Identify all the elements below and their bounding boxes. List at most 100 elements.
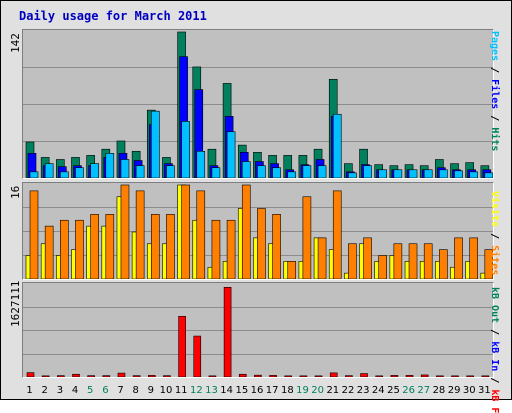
kbytes-bar <box>87 375 95 377</box>
kbytes-bar <box>329 372 338 377</box>
kbytes-bar <box>360 373 368 377</box>
day-tick-label: 4 <box>72 385 78 396</box>
sites-bar <box>272 214 281 279</box>
pages-bar <box>257 165 266 178</box>
sites-bar <box>181 184 190 279</box>
day-tick-label: 19 <box>296 385 309 396</box>
day-tick-label: 8 <box>133 385 139 396</box>
pages-bar <box>166 165 175 178</box>
day-tick-label: 21 <box>326 385 339 396</box>
sites-bar <box>439 249 448 279</box>
kbytes-bar <box>223 286 232 377</box>
kbytes-bar <box>345 375 353 377</box>
visits-y-max-label: 16 <box>9 185 22 199</box>
kbytes-bar <box>163 375 171 377</box>
sites-bar <box>29 190 39 279</box>
legend-part: / <box>489 61 500 80</box>
pages-bar <box>226 131 236 178</box>
kbytes-bar <box>269 375 277 377</box>
sites-bar <box>211 219 221 279</box>
kbytes-plot <box>23 286 493 377</box>
kbytes-bar <box>284 375 293 377</box>
kbytes-bar <box>26 372 35 377</box>
pages-bar <box>302 165 312 178</box>
sites-bar <box>302 196 312 279</box>
sites-bar <box>393 243 403 279</box>
day-tick-label: 26 <box>402 385 415 396</box>
day-tick-label: 6 <box>102 385 108 396</box>
pages-bar <box>378 169 388 178</box>
pages-bar <box>60 171 69 178</box>
sites-bar <box>484 249 493 279</box>
legend-part: kB Out <box>489 287 500 324</box>
pages-bar <box>150 110 160 178</box>
sites-bar <box>332 190 342 279</box>
hits-legend: Pages / Files / Hits <box>489 31 500 151</box>
kbytes-bar <box>132 375 141 377</box>
sites-bar <box>44 225 54 279</box>
pages-bar <box>135 165 145 178</box>
sites-bar <box>166 214 175 279</box>
day-tick-label: 31 <box>478 385 491 396</box>
sites-bar <box>60 219 69 279</box>
pages-bar <box>75 167 84 178</box>
day-tick-label: 15 <box>235 385 248 396</box>
legend-part: / <box>489 227 500 246</box>
kbytes-bar <box>481 375 490 377</box>
sites-bar <box>241 184 251 279</box>
day-tick-label: 12 <box>190 385 203 396</box>
kbytes-bar <box>238 373 247 377</box>
pages-bar <box>423 169 433 178</box>
sites-bar <box>105 214 115 279</box>
kbytes-bar <box>147 375 156 377</box>
sites-bar <box>196 190 206 279</box>
kbytes-bar <box>102 375 111 377</box>
sites-bar <box>90 214 99 279</box>
pages-bar <box>120 159 130 178</box>
day-tick-label: 16 <box>251 385 264 396</box>
day-tick-label: 2 <box>42 385 48 396</box>
files-bar <box>27 153 37 178</box>
day-tick-label: 25 <box>387 385 400 396</box>
sites-bar <box>363 237 372 279</box>
day-tick-label: 9 <box>148 385 154 396</box>
hits-bar <box>344 163 353 178</box>
legend-part: / <box>489 109 500 128</box>
day-tick-label: 11 <box>175 385 188 396</box>
day-tick-label: 1 <box>26 385 32 396</box>
kbytes-bar <box>57 375 65 377</box>
legend-part: / <box>489 323 500 342</box>
day-tick-label: 17 <box>266 385 279 396</box>
legend-part: Files <box>489 79 500 110</box>
kbytes-bar <box>208 375 217 377</box>
kbytes-bar <box>451 375 459 377</box>
sites-bar <box>150 214 160 279</box>
kbytes-bar <box>405 375 414 377</box>
sites-bar <box>469 237 478 279</box>
day-tick-label: 30 <box>463 385 476 396</box>
legend-part: Pages <box>489 31 500 62</box>
pages-bar <box>90 163 99 178</box>
kbytes-bar <box>41 375 50 377</box>
legend-part: Visits <box>489 191 500 228</box>
pages-bar <box>105 153 115 178</box>
pages-bar <box>211 167 221 178</box>
pages-bar <box>44 163 54 178</box>
kbytes-y-max-label: 1627111 <box>9 280 22 327</box>
day-tick-label: 24 <box>372 385 385 396</box>
pages-bar <box>181 121 190 178</box>
day-tick-label: 20 <box>311 385 324 396</box>
kbytes-bar <box>420 374 429 377</box>
pages-bar <box>272 167 281 178</box>
sites-bar <box>287 261 297 279</box>
day-tick-label: 22 <box>342 385 355 396</box>
sites-bar <box>454 237 463 279</box>
pages-bar <box>196 150 206 178</box>
visits-panel <box>22 182 494 280</box>
sites-bar <box>135 190 145 279</box>
pages-bar <box>439 169 448 178</box>
day-tick-label: 7 <box>117 385 123 396</box>
day-tick-label: 27 <box>417 385 430 396</box>
pages-bar <box>332 113 342 178</box>
legend-part: kB In <box>489 341 500 372</box>
